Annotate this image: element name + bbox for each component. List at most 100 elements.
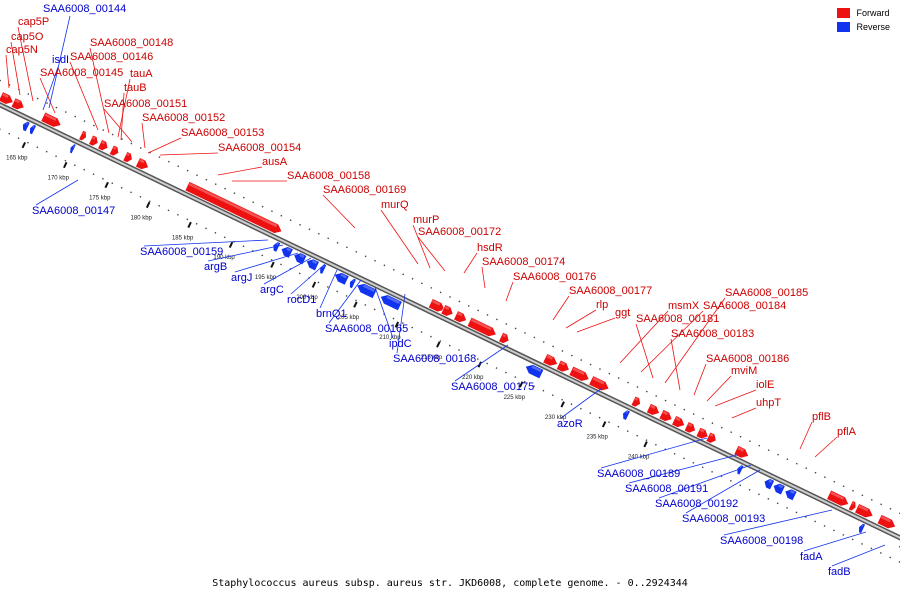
reverse-gene-label: ipdC bbox=[389, 338, 412, 350]
forward-gene-arrow bbox=[542, 353, 559, 367]
forward-gene-label: cap5O bbox=[11, 31, 44, 43]
reverse-gene-arrow bbox=[736, 464, 745, 476]
forward-leader bbox=[412, 224, 431, 269]
forward-leader bbox=[141, 122, 146, 149]
reverse-gene-arrow bbox=[622, 409, 631, 421]
forward-gene-arrow bbox=[705, 431, 717, 444]
forward-gene-label: SAA6008_00176 bbox=[513, 271, 596, 283]
reverse-gene-label: fadB bbox=[828, 566, 851, 578]
scale-tick bbox=[560, 401, 565, 408]
scale-tick bbox=[145, 201, 151, 209]
forward-gene-label: SAA6008_00151 bbox=[104, 98, 187, 110]
forward-gene-label: murP bbox=[413, 214, 439, 226]
forward-gene-label: SAA6008_00158 bbox=[287, 170, 370, 182]
reverse-gene-arrow bbox=[772, 482, 786, 496]
forward-gene-arrow bbox=[10, 97, 25, 111]
reverse-gene-label: SAA6008_00168 bbox=[393, 353, 476, 365]
forward-leader bbox=[664, 297, 726, 384]
scale-tick bbox=[228, 241, 234, 248]
reverse-gene-arrow bbox=[272, 241, 282, 253]
forward-gene-arrow bbox=[440, 304, 454, 317]
forward-gene-label: SAA6008_00153 bbox=[181, 127, 264, 139]
forward-gene-label: SAA6008_00172 bbox=[418, 226, 501, 238]
forward-leader bbox=[159, 152, 219, 156]
forward-gene-label: SAA6008_00174 bbox=[482, 256, 565, 268]
reverse-leader bbox=[290, 263, 326, 295]
reverse-swatch bbox=[837, 22, 851, 32]
forward-leader bbox=[217, 166, 263, 176]
forward-gene-label: hsdR bbox=[477, 242, 503, 254]
forward-gene-arrow bbox=[108, 144, 120, 157]
forward-gene-label: cap5N bbox=[6, 44, 38, 56]
reverse-leader bbox=[600, 437, 708, 469]
scale-tick bbox=[21, 141, 26, 149]
scale-tick bbox=[436, 341, 441, 348]
forward-leader bbox=[640, 310, 704, 373]
scale-tick-label: 205 kbp bbox=[338, 315, 360, 321]
reverse-leader bbox=[42, 66, 59, 111]
reverse-leader bbox=[803, 531, 867, 552]
reverse-gene-label: SAA6008_00144 bbox=[43, 3, 126, 15]
scale-tick-label: 200 kbp bbox=[296, 295, 318, 301]
figure-caption: Staphylococcus aureus subsp. aureus str.… bbox=[212, 578, 688, 589]
forward-gene-label: tauB bbox=[124, 82, 147, 94]
forward-leader bbox=[463, 252, 478, 274]
forward-gene-arrow bbox=[876, 514, 896, 529]
forward-gene-label: SAA6008_00169 bbox=[323, 184, 406, 196]
reverse-leader bbox=[35, 179, 79, 206]
forward-gene-label: mviM bbox=[731, 365, 757, 377]
scale-tick-label: 185 kbp bbox=[172, 235, 194, 241]
label-leaders bbox=[5, 15, 886, 567]
reverse-leader bbox=[207, 244, 284, 262]
scale-tick bbox=[63, 161, 68, 169]
scale-tick-label: 190 kbp bbox=[213, 255, 235, 261]
forward-leader bbox=[17, 26, 34, 102]
forward-gene-label: SAA6008_00185 bbox=[725, 287, 808, 299]
forward-gene-arrow bbox=[88, 134, 99, 147]
forward-leader bbox=[10, 41, 21, 96]
forward-gene-arrow bbox=[555, 359, 570, 373]
forward-gene-label: rlp bbox=[596, 299, 608, 311]
forward-leader bbox=[565, 309, 597, 329]
forward-gene-arrow bbox=[40, 111, 62, 128]
reverse-gene-label: SAA6008_00159 bbox=[140, 246, 223, 258]
reverse-gene-label: argC bbox=[260, 284, 284, 296]
reverse-gene-label: argB bbox=[204, 261, 227, 273]
reverse-gene-label: SAA6008_00192 bbox=[655, 498, 738, 510]
forward-gene-label: ggt bbox=[615, 307, 630, 319]
reverse-gene-arrow bbox=[349, 278, 357, 289]
scale-tick bbox=[519, 381, 524, 388]
reverse-gene-label: SAA6008_00165 bbox=[325, 323, 408, 335]
scale-tick-label: 165 kbp bbox=[6, 156, 28, 162]
forward-leader bbox=[670, 338, 681, 391]
reverse-leader bbox=[454, 344, 509, 382]
scale-tick bbox=[270, 261, 275, 268]
forward-leader bbox=[89, 47, 110, 134]
reverse-gene-label: argJ bbox=[231, 272, 252, 284]
forward-leader bbox=[39, 77, 56, 114]
reverse-leader bbox=[234, 252, 299, 273]
legend-item-reverse: Reverse bbox=[837, 22, 890, 32]
reverse-leader bbox=[628, 454, 738, 484]
forward-gene-arrow bbox=[658, 409, 673, 422]
forward-gene-arrow bbox=[78, 129, 87, 142]
reverse-gene-arrow bbox=[306, 258, 320, 272]
reverse-leader bbox=[143, 239, 269, 247]
reverse-gene-label: SAA6008_00189 bbox=[597, 468, 680, 480]
backbone-line bbox=[0, 102, 900, 541]
reverse-leader bbox=[396, 293, 406, 354]
forward-leader bbox=[103, 108, 133, 143]
forward-leader bbox=[714, 389, 757, 407]
reverse-gene-arrow bbox=[333, 272, 350, 286]
forward-leader bbox=[635, 323, 654, 379]
reverse-gene-label: fadA bbox=[800, 551, 823, 563]
reverse-gene-label: SAA6008_00193 bbox=[682, 513, 765, 525]
reverse-gene-label: SAA6008_00198 bbox=[720, 535, 803, 547]
forward-gene-arrow bbox=[826, 489, 850, 507]
scale-tick-label: 170 kbp bbox=[48, 175, 70, 181]
scale-tick-label: 235 kbp bbox=[587, 435, 609, 441]
reverse-gene-label: azoR bbox=[557, 418, 583, 430]
reverse-gene-arrow bbox=[356, 283, 378, 299]
forward-gene-arrow bbox=[854, 503, 874, 519]
